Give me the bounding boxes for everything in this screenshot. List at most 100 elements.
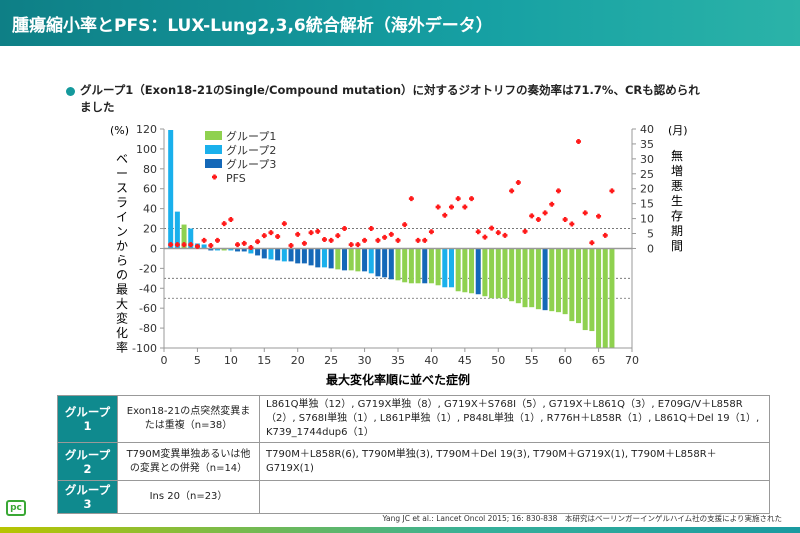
- group-label: グループ1: [57, 395, 118, 443]
- bar: [355, 248, 361, 272]
- pfs-point: [181, 242, 187, 248]
- pfs-point: [455, 196, 461, 202]
- y2-tick-label: 10: [640, 213, 654, 226]
- bar: [268, 248, 274, 260]
- pfs-point: [562, 216, 568, 222]
- bar: [562, 248, 568, 315]
- pfs-point: [275, 234, 281, 240]
- pfs-point: [355, 242, 361, 248]
- bar: [576, 248, 582, 324]
- bar: [589, 248, 595, 332]
- y-label-char: の: [116, 268, 128, 282]
- pfs-point: [535, 216, 541, 222]
- bar: [529, 248, 535, 308]
- group-desc: Exon18-21の点突然変異または重複（n=38）: [117, 395, 260, 443]
- y-tick-label: 60: [143, 183, 157, 196]
- group-label: グループ3: [57, 480, 118, 514]
- group-detail: L861Q単独（12）, G719X単独（8）, G719X＋S768I（5）,…: [259, 395, 770, 443]
- y-tick-label: 100: [136, 143, 157, 156]
- bar: [201, 244, 207, 249]
- x-tick-label: 15: [257, 354, 271, 367]
- group-detail: T790M＋L858R(6), T790M単独(3), T790M＋Del 19…: [259, 442, 770, 481]
- y2-tick-label: 20: [640, 183, 654, 196]
- pfs-point: [174, 242, 180, 248]
- pfs-point: [194, 243, 200, 249]
- bar: [241, 248, 247, 252]
- pfs-point: [342, 225, 348, 231]
- pfs-point: [335, 233, 341, 239]
- pfs-point: [596, 213, 602, 219]
- x-tick-label: 55: [525, 354, 539, 367]
- y2-tick-label: 30: [640, 153, 654, 166]
- pfs-point: [368, 225, 374, 231]
- y-label-char: ら: [116, 254, 128, 268]
- pfs-point: [315, 228, 321, 234]
- pfs-point: [388, 231, 394, 237]
- pfs-point: [288, 242, 294, 248]
- pfs-point: [448, 204, 454, 210]
- pfs-point: [555, 188, 561, 194]
- bar: [168, 129, 174, 249]
- pfs-point: [248, 245, 254, 251]
- bar: [569, 248, 575, 322]
- pfs-point: [321, 236, 327, 242]
- bar: [495, 248, 501, 299]
- pfs-point: [201, 237, 207, 243]
- pfs-point: [308, 230, 314, 236]
- bullet-point: グループ1（Exon18-21のSingle/Compound mutation…: [66, 82, 706, 116]
- bar: [301, 248, 307, 264]
- bar: [368, 248, 374, 274]
- pfs-point: [462, 204, 468, 210]
- bar: [382, 248, 388, 278]
- x-tick-label: 0: [161, 354, 168, 367]
- x-tick-label: 30: [358, 354, 372, 367]
- bar: [348, 248, 354, 271]
- group-desc: Ins 20（n=23）: [117, 480, 260, 514]
- bar: [248, 248, 254, 254]
- bar: [462, 248, 468, 293]
- bar: [582, 248, 588, 331]
- pfs-point: [214, 237, 220, 243]
- y2-label-char: 悪: [671, 179, 683, 193]
- y-tick-label: 40: [143, 203, 157, 216]
- bar: [422, 248, 428, 284]
- pfs-point: [382, 234, 388, 240]
- x-tick-label: 20: [291, 354, 305, 367]
- pfs-point: [261, 233, 267, 239]
- bar: [602, 248, 608, 348]
- bar: [509, 248, 515, 302]
- y-label-char: か: [116, 239, 128, 253]
- bar: [321, 248, 327, 268]
- bar: [288, 248, 294, 262]
- x-tick-label: 5: [194, 354, 201, 367]
- pfs-point: [348, 242, 354, 248]
- pfs-point: [542, 210, 548, 216]
- pfs-point: [415, 237, 421, 243]
- pfs-point: [362, 237, 368, 243]
- x-tick-label: 35: [391, 354, 405, 367]
- table-row: グループ1 Exon18-21の点突然変異または重複（n=38） L861Q単独（1…: [57, 395, 770, 443]
- pfs-point: [295, 231, 301, 237]
- bar: [489, 248, 495, 299]
- pfs-point: [442, 212, 448, 218]
- pfs-point: [522, 228, 528, 234]
- x-tick-label: 25: [324, 354, 338, 367]
- logo: pc: [6, 500, 26, 516]
- pfs-point: [582, 210, 588, 216]
- table-row: グループ3 Ins 20（n=23）: [57, 480, 770, 514]
- legend-swatch: [205, 145, 222, 154]
- bar: [395, 248, 401, 281]
- y-label-char: ス: [116, 181, 128, 195]
- bar: [535, 248, 541, 310]
- y2-tick-label: 25: [640, 168, 654, 181]
- y-label-char: イ: [116, 210, 128, 224]
- group-label: グループ2: [57, 442, 118, 481]
- y2-label-char: 無: [671, 148, 683, 163]
- bar: [469, 248, 475, 294]
- y2-label-char: 間: [671, 239, 683, 253]
- pfs-point: [482, 234, 488, 240]
- legend-label: グループ1: [226, 129, 276, 143]
- bar: [375, 248, 381, 277]
- bar: [442, 248, 448, 288]
- y-tick-label: 120: [136, 123, 157, 136]
